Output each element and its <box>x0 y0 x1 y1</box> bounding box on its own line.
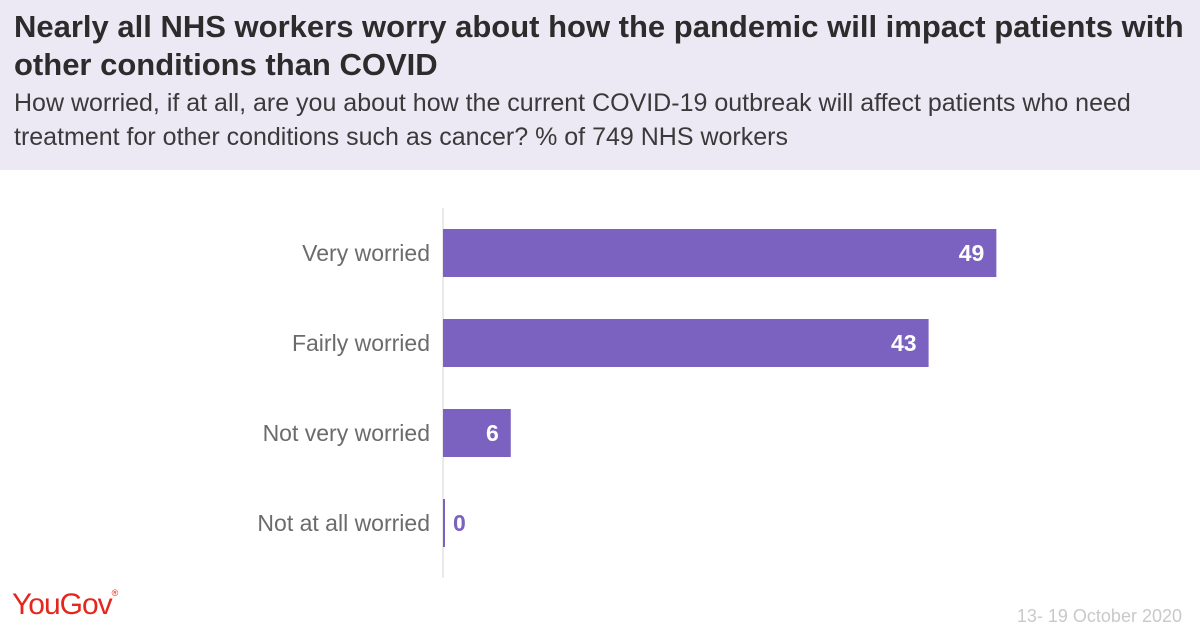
value-label: 43 <box>891 330 917 356</box>
bar-chart: Very worried 49 Fairly worried 43 Not very w… <box>257 208 997 578</box>
category-label: Not very worried <box>263 420 430 446</box>
bar <box>443 229 997 277</box>
yougov-logo: YouGov® <box>12 588 118 622</box>
bar <box>443 409 511 457</box>
category-label: Very worried <box>302 240 430 266</box>
value-label: 0 <box>453 510 466 536</box>
category-label: Fairly worried <box>292 330 430 356</box>
chart-subtitle: How worried, if at all, are you about ho… <box>14 89 1131 151</box>
fieldwork-date: 13- 19 October 2020 <box>1016 606 1182 626</box>
brand-name: YouGov <box>12 588 113 621</box>
chart-header: Nearly all NHS workers worry about how t… <box>0 0 1200 170</box>
category-label: Not at all worried <box>257 510 430 536</box>
brand-mark: ® <box>111 588 119 598</box>
value-label: 49 <box>959 240 985 266</box>
chart-title: Nearly all NHS workers worry about how t… <box>14 9 1184 82</box>
value-label: 6 <box>486 420 499 446</box>
bar <box>443 319 929 367</box>
bar <box>443 499 445 547</box>
